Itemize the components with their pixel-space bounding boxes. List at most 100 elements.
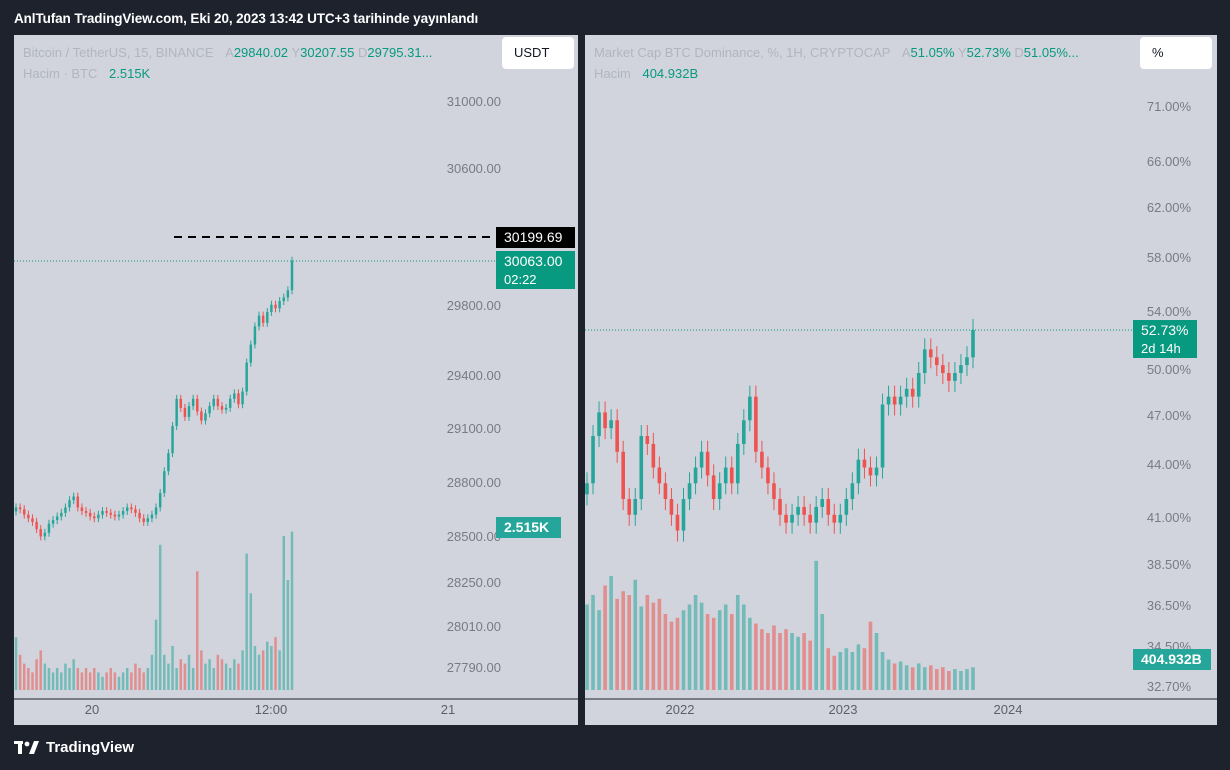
btc-usdt-chart-svg[interactable]: 31000.00 30600.00 29800.00 29400.00 29100.00… <box>14 35 578 725</box>
volume-bar <box>639 606 644 690</box>
candle-body <box>772 483 776 500</box>
volume-bar <box>196 571 199 690</box>
candle-body <box>669 499 674 515</box>
candle-body <box>146 518 150 522</box>
price-axis-tick: 28800.00 <box>447 475 501 490</box>
candle-body <box>113 514 117 517</box>
btc-volume-legend: Hacim · BTC 2.515K <box>23 66 150 81</box>
candle-body <box>766 467 770 484</box>
volume-bar <box>212 668 215 690</box>
volume-bar <box>191 668 195 690</box>
dominance-volume-legend: Hacim 404.932B <box>594 66 698 81</box>
candle-body <box>51 520 55 524</box>
candle-body <box>904 388 909 397</box>
candle-body <box>941 365 945 374</box>
volume-bar <box>208 659 211 690</box>
candle-body <box>832 514 837 523</box>
btc-ohlc-high-value: 30207.55 <box>300 45 355 60</box>
candle-body <box>585 483 589 495</box>
volume-bar <box>134 663 137 690</box>
volume-bar <box>663 614 668 690</box>
volume-bar <box>245 553 248 690</box>
volume-bar <box>154 619 158 690</box>
volume-bar <box>286 580 290 690</box>
candle-body <box>711 475 716 500</box>
volume-bar <box>633 579 638 690</box>
volume-bar <box>237 663 240 690</box>
volume-badge <box>496 517 561 538</box>
btc-usdt-chart-panel[interactable]: 31000.00 30600.00 29800.00 29400.00 29100.00… <box>14 35 578 725</box>
btc-ohlc-open-key: A <box>225 45 234 60</box>
dominance-symbol-label: Market Cap BTC Dominance, %, 1H, CRYPTOC… <box>594 45 891 60</box>
candle-body <box>228 398 232 408</box>
candle-body <box>233 393 236 399</box>
candle-body <box>237 393 240 405</box>
candle-body <box>47 523 51 533</box>
last-price-badge <box>496 251 575 289</box>
candle-body <box>80 507 84 512</box>
candle-body <box>117 514 121 517</box>
candle-body <box>121 511 125 515</box>
volume-bar <box>597 610 601 690</box>
volume-bar <box>93 668 96 690</box>
time-axis-tick: 2024 <box>994 702 1023 717</box>
volume-bar <box>928 665 933 690</box>
candle-body <box>109 512 112 515</box>
session-high-badge <box>496 227 575 248</box>
tradingview-brand-label: TradingView <box>46 739 135 756</box>
candle-body <box>150 514 154 519</box>
volume-bar <box>84 668 88 690</box>
candle-body <box>928 349 933 358</box>
volume-bar <box>820 614 825 690</box>
candle-body <box>681 499 686 531</box>
candle-body <box>55 516 59 521</box>
volume-bar <box>603 585 607 690</box>
candle-body <box>717 483 722 500</box>
volume-bar <box>910 667 915 690</box>
candle-body <box>278 301 281 309</box>
candle-body <box>675 514 680 531</box>
candle-body <box>270 304 273 312</box>
candle-body <box>687 483 692 500</box>
tradingview-brand[interactable]: TradingView <box>14 739 134 756</box>
candle-body <box>953 373 957 381</box>
volume-bar <box>51 672 55 690</box>
candle-body <box>216 398 220 407</box>
price-axis-tick: 27790.00 <box>447 660 501 675</box>
volume-badge <box>1133 649 1211 670</box>
volume-bar <box>615 598 619 690</box>
volume-bar <box>183 663 187 690</box>
candle-body <box>163 471 166 493</box>
candle-body <box>965 357 969 366</box>
last-price-label: 52.73% <box>1141 322 1188 338</box>
price-axis-tick: 36.50% <box>1147 598 1192 613</box>
candle-body <box>754 396 758 452</box>
candle-body <box>844 499 849 515</box>
volume-bar <box>204 663 207 690</box>
volume-bar <box>76 668 80 690</box>
candle-body <box>609 420 613 429</box>
candle-body <box>639 436 644 500</box>
volume-bar <box>844 648 849 690</box>
btc-dominance-chart-svg[interactable]: 71.00% 66.00% 62.00% 58.00% 54.00% 50.00% 47.0… <box>585 35 1217 725</box>
percent-unit-button[interactable]: % <box>1140 37 1212 69</box>
volume-bar <box>150 654 154 690</box>
volume-bar <box>832 655 837 690</box>
price-axis-tick: 29800.00 <box>447 298 501 313</box>
candle-body <box>224 407 228 410</box>
candle-body <box>18 507 22 510</box>
volume-bar <box>947 671 951 690</box>
volume-bar <box>711 617 716 690</box>
time-axis-tick: 2022 <box>666 702 695 717</box>
candle-body <box>615 420 619 452</box>
volume-bar <box>826 648 831 690</box>
btc-dominance-chart-panel[interactable]: 71.00% 66.00% 62.00% 58.00% 54.00% 50.00% 47.0… <box>585 35 1217 725</box>
volume-bar <box>965 669 969 690</box>
currency-unit-button[interactable]: USDT <box>502 37 574 69</box>
tradingview-logo-icon <box>14 740 39 754</box>
price-axis-tick: 29400.00 <box>447 368 501 383</box>
volume-bar <box>60 672 63 690</box>
volume-bar <box>31 672 34 690</box>
volume-bar <box>850 652 855 690</box>
volume-bar <box>729 614 734 690</box>
